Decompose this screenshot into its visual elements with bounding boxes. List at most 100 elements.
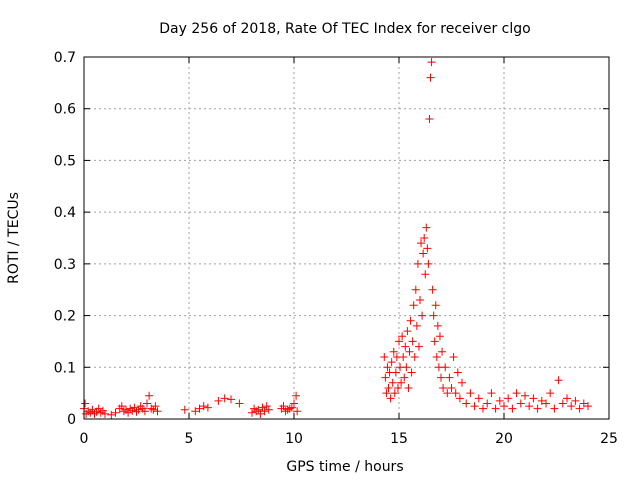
data-point — [414, 342, 423, 351]
data-point — [421, 270, 430, 279]
data-point — [404, 383, 413, 392]
data-point — [470, 402, 479, 411]
data-point — [429, 311, 438, 320]
data-point — [203, 403, 212, 412]
data-point — [409, 301, 418, 310]
data-point — [390, 389, 399, 398]
data-points — [80, 58, 592, 419]
data-point — [393, 383, 402, 392]
data-point — [407, 368, 416, 377]
data-point — [422, 223, 431, 232]
data-point — [264, 405, 273, 414]
data-point — [293, 407, 302, 416]
data-point — [256, 409, 265, 418]
tick-layer — [83, 56, 610, 420]
data-point — [220, 394, 229, 403]
data-point — [575, 404, 584, 413]
data-point — [191, 407, 200, 416]
data-point — [420, 234, 429, 242]
data-point — [413, 259, 422, 268]
data-point — [143, 399, 151, 408]
data-point — [410, 352, 419, 361]
data-point — [571, 396, 580, 405]
data-point — [252, 407, 261, 416]
data-point — [380, 352, 389, 361]
data-point — [94, 404, 103, 413]
data-point — [283, 405, 292, 414]
x-axis-label: GPS time / hours — [286, 459, 403, 475]
data-point — [579, 399, 588, 408]
data-point — [453, 368, 462, 377]
data-point — [107, 410, 116, 419]
data-point — [416, 296, 424, 305]
data-point — [430, 337, 439, 346]
grid-layer — [84, 57, 609, 419]
data-point — [403, 327, 412, 336]
data-point — [439, 383, 448, 392]
y-tick-label: 0.6 — [54, 102, 76, 118]
data-point — [195, 404, 204, 413]
data-point — [405, 347, 414, 356]
data-point — [412, 321, 421, 330]
data-point — [227, 395, 235, 404]
data-point — [388, 378, 397, 387]
data-point — [117, 402, 126, 411]
data-point — [391, 368, 400, 377]
data-point — [90, 409, 99, 418]
data-point — [533, 404, 542, 413]
data-point — [153, 407, 162, 416]
data-point — [525, 402, 534, 411]
data-point — [149, 405, 158, 414]
y-tick-label: 0.3 — [54, 257, 76, 273]
plot-frame — [83, 56, 610, 420]
data-point — [550, 404, 559, 413]
data-point — [431, 301, 440, 310]
data-point — [411, 285, 420, 294]
data-point — [292, 391, 301, 400]
data-point — [387, 358, 396, 367]
data-point — [279, 402, 288, 411]
data-point — [424, 259, 433, 268]
data-point — [466, 389, 475, 398]
data-point — [479, 404, 487, 413]
x-tick-label: 25 — [600, 431, 618, 447]
chart-title: Day 256 of 2018, Rate Of TEC Index for r… — [159, 21, 530, 37]
data-point — [402, 363, 411, 372]
data-point — [235, 399, 244, 408]
data-point — [426, 73, 435, 82]
data-point — [258, 403, 267, 412]
data-point — [399, 352, 408, 361]
data-point — [425, 115, 434, 124]
data-point — [455, 394, 464, 403]
data-point — [495, 396, 504, 405]
y-axis-label: ROTI / TECUs — [6, 192, 22, 284]
data-point — [542, 399, 550, 408]
data-point — [508, 404, 517, 413]
data-point — [449, 352, 458, 361]
data-point — [147, 404, 156, 413]
data-point — [262, 402, 271, 411]
data-point — [512, 389, 521, 398]
data-point — [285, 404, 294, 413]
data-point — [381, 373, 390, 382]
data-point — [290, 399, 298, 408]
data-point — [151, 402, 160, 411]
data-point — [491, 404, 500, 413]
x-tick-label: 10 — [285, 431, 303, 447]
data-point — [458, 378, 466, 387]
data-point — [383, 363, 392, 372]
data-point — [81, 399, 90, 408]
data-point — [199, 402, 208, 411]
data-point — [445, 373, 454, 382]
data-point — [443, 389, 452, 398]
data-point — [462, 399, 471, 408]
data-point — [214, 396, 223, 405]
data-point — [423, 244, 432, 253]
data-point — [398, 332, 407, 341]
data-point — [447, 383, 456, 392]
data-point — [88, 405, 97, 414]
data-point — [130, 403, 139, 412]
y-tick-label: 0.5 — [54, 153, 76, 169]
data-point — [401, 342, 410, 351]
data-point — [584, 402, 592, 411]
